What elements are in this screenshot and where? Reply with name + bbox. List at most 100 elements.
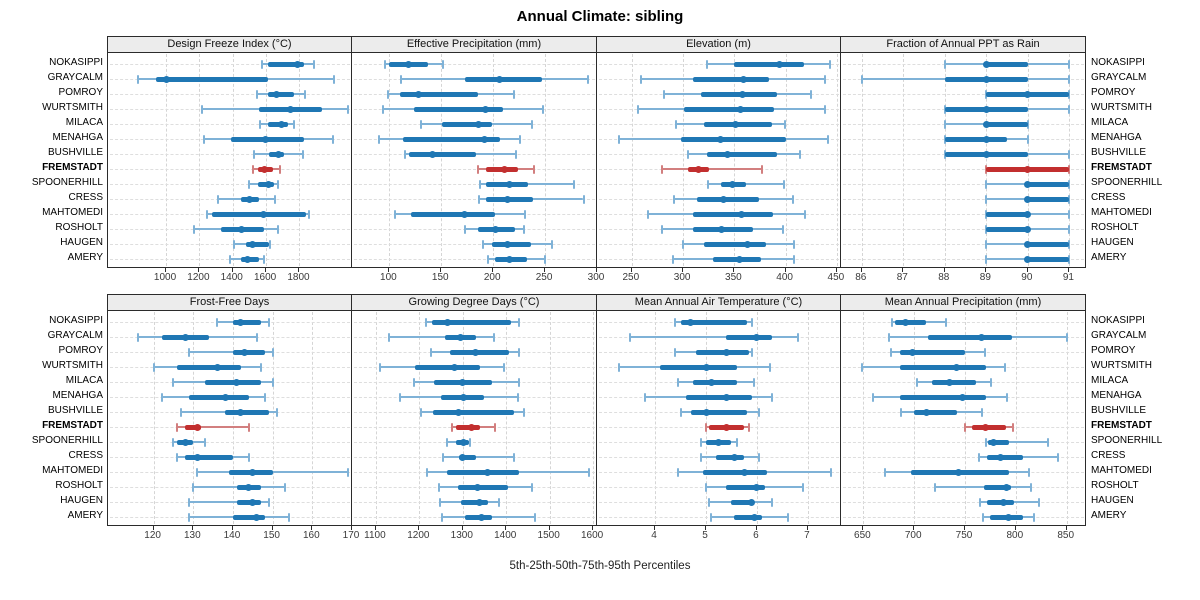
whisker-cap	[252, 149, 255, 159]
bar-25th-75th	[986, 61, 1028, 67]
site-label-right-menahga: MENAHGA	[1091, 390, 1142, 401]
whisker-cap	[419, 119, 422, 129]
whisker-cap	[783, 119, 786, 129]
gridline	[836, 54, 838, 266]
bar-25th-75th	[411, 211, 496, 217]
whisker-cap	[985, 194, 988, 204]
whisker-cap	[883, 467, 886, 477]
x-tick-label: 650	[854, 530, 871, 541]
median-dot	[237, 408, 245, 416]
whisker-cap	[515, 149, 518, 159]
whisker-cap	[412, 377, 415, 387]
whisker-cap	[1038, 497, 1041, 507]
bar-25th-75th	[185, 454, 233, 460]
whisker-cap	[276, 179, 279, 189]
site-label-right-fremstadt: FREMSTADT	[1091, 162, 1152, 173]
gridline	[914, 312, 916, 524]
whisker-cap	[442, 59, 445, 69]
gridline	[272, 312, 274, 524]
bar-25th-75th	[726, 334, 773, 340]
bar-25th-75th	[731, 499, 755, 505]
x-tick-label: 1500	[537, 530, 560, 541]
whisker-5th-95th	[189, 351, 273, 353]
x-tick-label: 1000	[153, 272, 177, 283]
site-label-left-haugen: HAUGEN	[60, 495, 103, 506]
site-label-left-haugen: HAUGEN	[60, 237, 103, 248]
whisker-cap	[1068, 224, 1071, 234]
site-label-left-bushville: BUSHVILLE	[47, 147, 103, 158]
site-label-left-nokasippi: NOKASIPPI	[49, 315, 103, 326]
median-dot	[491, 225, 499, 233]
site-label-left-spoonerhill: SPOONERHILL	[31, 435, 103, 446]
median-dot	[1024, 225, 1032, 233]
whisker-cap	[269, 239, 272, 249]
axis-tick	[440, 268, 442, 272]
bar-25th-75th	[414, 106, 503, 112]
panel-header-growing-degree-days-c: Growing Degree Days (°C)	[351, 294, 597, 311]
median-dot	[702, 363, 710, 371]
bar-25th-75th	[459, 454, 476, 460]
median-dot	[997, 453, 1005, 461]
median-dot	[286, 105, 294, 113]
site-label-left-amery: AMERY	[67, 252, 103, 263]
bar-25th-75th	[446, 469, 520, 475]
site-label-right-rosholt: ROSHOLT	[1091, 480, 1139, 491]
whisker-5th-95th	[388, 336, 495, 338]
whisker-5th-95th	[661, 168, 763, 170]
x-tick-label: 1200	[187, 272, 210, 283]
median-dot	[739, 90, 747, 98]
whisker-cap	[476, 164, 479, 174]
site-label-left-mahtomedi: MAHTOMEDI	[42, 465, 103, 476]
whisker-cap	[551, 239, 554, 249]
x-tick-label: 250	[535, 272, 553, 283]
whisker-cap	[682, 239, 685, 249]
bar-25th-75th	[225, 409, 269, 415]
median-dot	[273, 90, 281, 98]
bar-25th-75th	[695, 349, 750, 355]
whisker-cap	[172, 437, 175, 447]
x-tick-label: 1400	[494, 530, 517, 541]
median-dot	[737, 105, 745, 113]
site-label-left-rosholt: ROSHOLT	[55, 222, 103, 233]
panel-header-design-freeze-index-c: Design Freeze Index (°C)	[107, 36, 352, 53]
x-tick-label: 850	[1057, 530, 1075, 541]
median-dot	[959, 393, 967, 401]
row-gridline	[843, 442, 1084, 443]
gridline	[683, 54, 685, 266]
bar-25th-75th	[492, 241, 531, 247]
bar-25th-75th	[267, 61, 304, 67]
axis-tick	[152, 526, 154, 530]
median-dot	[719, 195, 727, 203]
bar-25th-75th	[185, 424, 202, 430]
gridline	[545, 54, 547, 266]
whisker-cap	[1030, 482, 1033, 492]
whisker-cap	[441, 452, 444, 462]
median-dot	[472, 348, 480, 356]
median-dot	[753, 483, 761, 491]
row-gridline	[843, 214, 1084, 215]
panel-fraction-of-annual-ppt-as-rain	[840, 52, 1086, 268]
whisker-cap	[674, 119, 677, 129]
median-dot	[253, 513, 261, 521]
site-label-right-milaca: MILACA	[1091, 117, 1129, 128]
row-gridline	[843, 502, 1084, 503]
gridline	[861, 54, 863, 266]
median-dot	[429, 150, 437, 158]
whisker-cap	[810, 89, 813, 99]
whisker-cap	[251, 164, 254, 174]
whisker-cap	[312, 59, 315, 69]
x-axis-label: 5th-25th-50th-75th-95th Percentiles	[509, 560, 691, 572]
whisker-cap	[518, 347, 521, 357]
gridline	[785, 54, 787, 266]
panel-design-freeze-index-c	[107, 52, 352, 268]
whisker-cap	[519, 134, 522, 144]
whisker-cap	[674, 317, 677, 327]
whisker-cap	[1033, 512, 1036, 522]
whisker-5th-95th	[177, 426, 249, 428]
axis-tick	[1065, 526, 1067, 530]
bar-25th-75th	[211, 211, 307, 217]
panel-header-effective-precipitation-mm: Effective Precipitation (mm)	[351, 36, 597, 53]
gridline	[199, 54, 201, 266]
whisker-cap	[933, 482, 936, 492]
median-dot	[481, 135, 489, 143]
